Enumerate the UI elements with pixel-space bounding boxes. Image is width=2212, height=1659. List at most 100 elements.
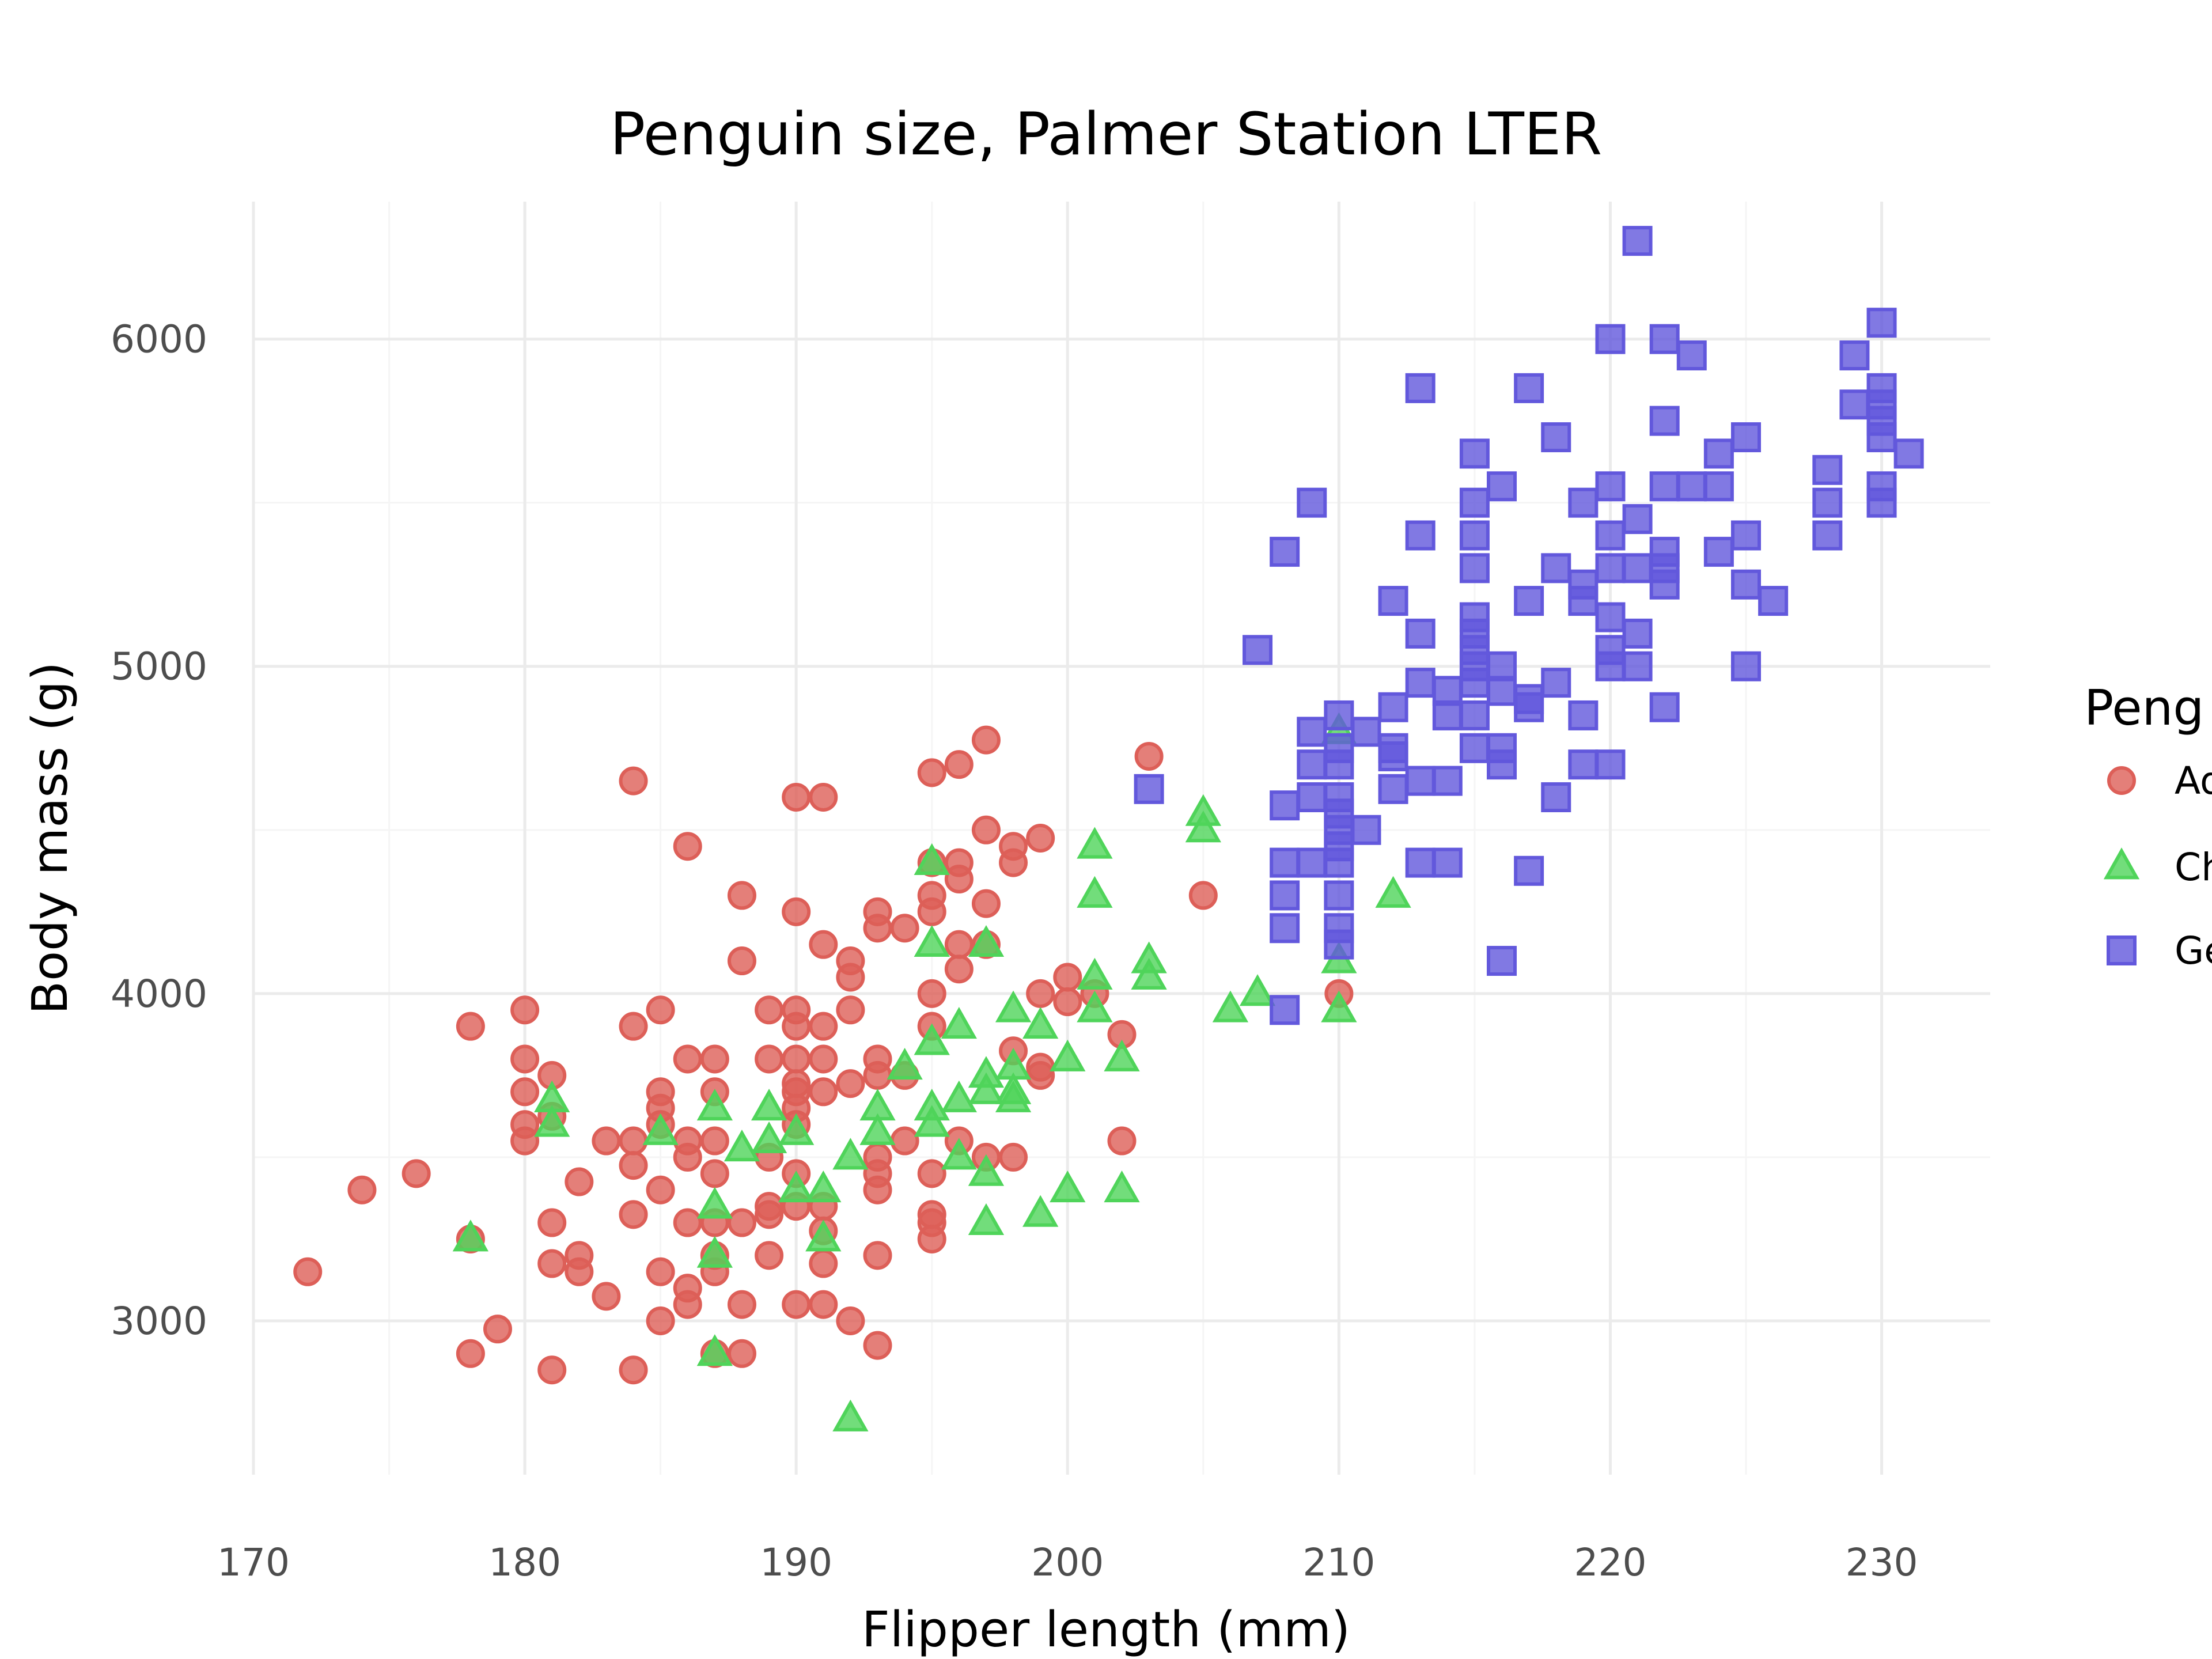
data-point-square (1297, 487, 1327, 518)
data-point-circle (619, 1355, 648, 1385)
data-point-triangle (941, 1080, 977, 1112)
data-point-square (1487, 946, 1517, 976)
legend: Peng Ad Ch Ge (2084, 680, 2212, 973)
data-point-square (1324, 880, 1354, 911)
data-point-square (1487, 651, 1517, 681)
data-point-circle (646, 995, 675, 1025)
data-point-square (1595, 324, 1626, 354)
data-point-square (1595, 520, 1626, 551)
data-point-square (1432, 676, 1463, 706)
data-point-circle (727, 946, 756, 976)
data-point-square (1758, 586, 1789, 616)
data-point-circle (347, 1175, 377, 1205)
data-point-square (1649, 569, 1680, 600)
data-point-circle (917, 1224, 946, 1253)
data-point-triangle (805, 1171, 842, 1203)
data-point-square (1324, 749, 1354, 780)
data-point-circle (755, 1200, 784, 1229)
data-point-square (1297, 782, 1327, 812)
data-point-triangle (995, 990, 1032, 1022)
data-point-square (1324, 929, 1354, 960)
data-point-triangle (1375, 876, 1411, 908)
data-point-triangle (642, 1113, 679, 1145)
data-point-square (1541, 668, 1571, 698)
data-point-triangle (1050, 1171, 1086, 1203)
data-point-triangle (914, 843, 950, 876)
data-point-square (1405, 618, 1435, 649)
data-point-square (1622, 226, 1653, 256)
data-point-circle (619, 1151, 648, 1180)
data-point-circle (537, 1208, 567, 1237)
data-point-square (1459, 487, 1490, 518)
data-point-circle (755, 1241, 784, 1270)
data-point-square (1243, 635, 1273, 665)
data-point-triangle (995, 1080, 1032, 1112)
data-point-circle (293, 1257, 323, 1286)
legend-key-triangle (2103, 847, 2140, 880)
data-point-triangle (1131, 957, 1167, 990)
data-point-triangle (914, 1023, 950, 1055)
data-point-square (1541, 782, 1571, 812)
data-point-square (1270, 536, 1300, 567)
data-point-square (1378, 586, 1408, 616)
data-point-square (1459, 438, 1490, 469)
data-point-triangle (1077, 876, 1113, 908)
data-point-circle (782, 1012, 811, 1041)
data-point-triangle (751, 1121, 787, 1153)
data-point-square (1270, 790, 1300, 821)
x-tick-label: 170 (217, 1540, 290, 1585)
data-point-triangle (887, 1047, 923, 1080)
data-point-triangle (1185, 810, 1221, 843)
data-point-circle (619, 1200, 648, 1229)
data-point-triangle (832, 1399, 869, 1431)
data-point-square (1541, 422, 1571, 453)
data-point-circle (971, 889, 1001, 918)
data-point-triangle (1212, 990, 1249, 1022)
data-point-circle (836, 995, 865, 1025)
y-axis-ticks: 3000 4000 5000 6000 (111, 317, 207, 1343)
data-point-circle (809, 1290, 838, 1319)
data-point-circle (1026, 1060, 1055, 1090)
data-point-triangle (778, 1113, 815, 1145)
y-tick-label: 4000 (111, 972, 207, 1016)
data-point-circle (836, 1069, 865, 1099)
legend-entries: Ad Ch Ge (2103, 759, 2212, 973)
data-point-circle (809, 1077, 838, 1107)
data-point-circle (944, 865, 974, 894)
data-point-circle (619, 766, 648, 796)
data-point-square (1487, 749, 1517, 780)
legend-label: Ad (2175, 759, 2212, 803)
data-point-square (1703, 438, 1734, 469)
data-point-circle (999, 848, 1028, 877)
data-point-square (1270, 847, 1300, 878)
data-point-triangle (1022, 1006, 1059, 1039)
data-point-square (1568, 586, 1599, 616)
data-point-circle (456, 1339, 485, 1368)
y-axis-title: Body mass (g) (22, 662, 79, 1014)
data-point-circle (755, 1044, 784, 1074)
data-point-circle (890, 1126, 919, 1156)
data-point-square (1514, 586, 1544, 616)
data-point-triangle (805, 1219, 842, 1252)
data-point-circle (483, 1315, 512, 1344)
data-point-circle (537, 1355, 567, 1385)
data-point-square (1649, 692, 1680, 722)
data-point-circle (700, 1126, 729, 1156)
data-point-triangle (859, 1113, 896, 1145)
data-point-circle (619, 1012, 648, 1041)
data-point-triangle (1050, 1039, 1086, 1071)
x-tick-label: 220 (1574, 1540, 1646, 1585)
legend-title: Peng (2084, 680, 2204, 737)
data-point-square (1459, 700, 1490, 730)
data-point-circle (971, 725, 1001, 755)
data-point-square (1378, 741, 1408, 771)
data-point-circle (944, 750, 974, 779)
data-point-circle (971, 815, 1001, 844)
data-point-square (1622, 553, 1653, 584)
data-point-circle (592, 1282, 621, 1311)
x-tick-label: 180 (488, 1540, 561, 1585)
data-point-circle (700, 1044, 729, 1074)
data-point-square (1487, 676, 1517, 706)
data-point-circle (809, 1249, 838, 1278)
data-point-triangle (941, 1138, 977, 1170)
